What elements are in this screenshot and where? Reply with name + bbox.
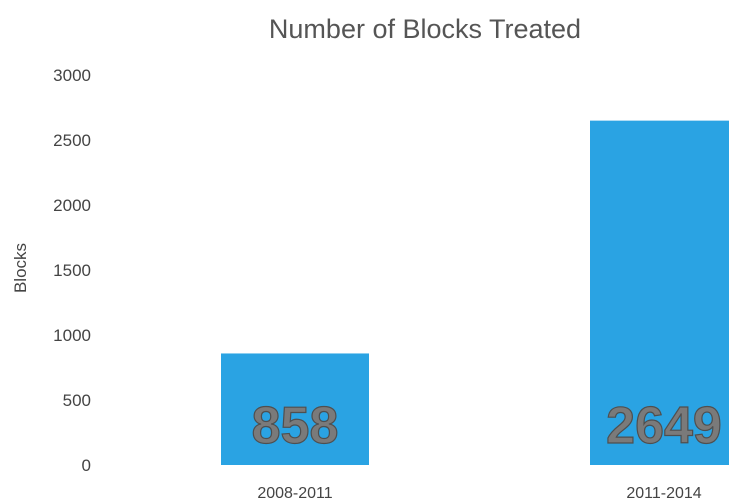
y-axis-label: Blocks xyxy=(11,243,30,293)
y-tick-label: 1000 xyxy=(53,326,91,345)
bar-value-label: 858 xyxy=(252,397,339,455)
y-tick-label: 0 xyxy=(82,456,91,475)
y-tick-label: 3000 xyxy=(53,66,91,85)
x-category-label: 2008-2011 xyxy=(257,485,332,502)
bar xyxy=(221,353,369,465)
bars xyxy=(221,120,729,465)
data-labels: 858 2649 xyxy=(251,396,722,455)
bar xyxy=(590,120,729,465)
bar-value-label: 2649 xyxy=(606,397,722,455)
x-axis-categories: 2008-2011 2011-2014 xyxy=(257,485,701,502)
y-tick-label: 500 xyxy=(63,391,91,410)
y-axis-ticks: 0 500 1000 1500 2000 2500 3000 xyxy=(53,66,91,475)
y-tick-label: 2000 xyxy=(53,196,91,215)
y-tick-label: 2500 xyxy=(53,131,91,150)
chart-title: Number of Blocks Treated xyxy=(269,14,581,44)
x-category-label: 2011-2014 xyxy=(626,485,701,502)
y-tick-label: 1500 xyxy=(53,261,91,280)
